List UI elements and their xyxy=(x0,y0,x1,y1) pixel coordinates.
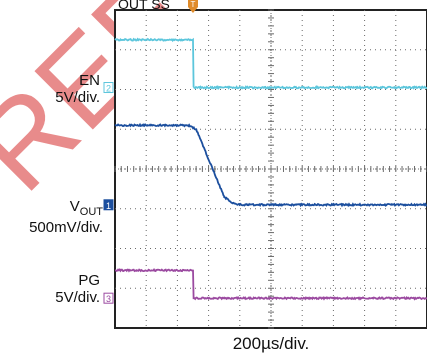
pg-label: PG 5V/div. xyxy=(20,272,100,307)
vout-label: VOUT 500mV/div. xyxy=(0,198,103,236)
channel-number-pg: 3 xyxy=(106,294,111,304)
timebase-label: 200µs/div. xyxy=(115,334,427,354)
en-name: EN xyxy=(20,72,100,89)
en-label: EN 5V/div. xyxy=(20,72,100,107)
vout-name-sub: OUT xyxy=(80,206,103,218)
channel-number-vout: 1 xyxy=(106,201,111,211)
channel-number-en: 2 xyxy=(106,84,111,94)
pg-name: PG xyxy=(20,272,100,289)
vout-name: VOUT xyxy=(0,198,103,219)
vout-name-main: V xyxy=(70,198,80,215)
plot-area: 2 1 3 T xyxy=(104,0,427,328)
vout-scale: 500mV/div. xyxy=(0,219,103,236)
trigger-marker-label: T xyxy=(191,0,196,9)
pg-scale: 5V/div. xyxy=(20,289,100,306)
en-scale: 5V/div. xyxy=(20,89,100,106)
